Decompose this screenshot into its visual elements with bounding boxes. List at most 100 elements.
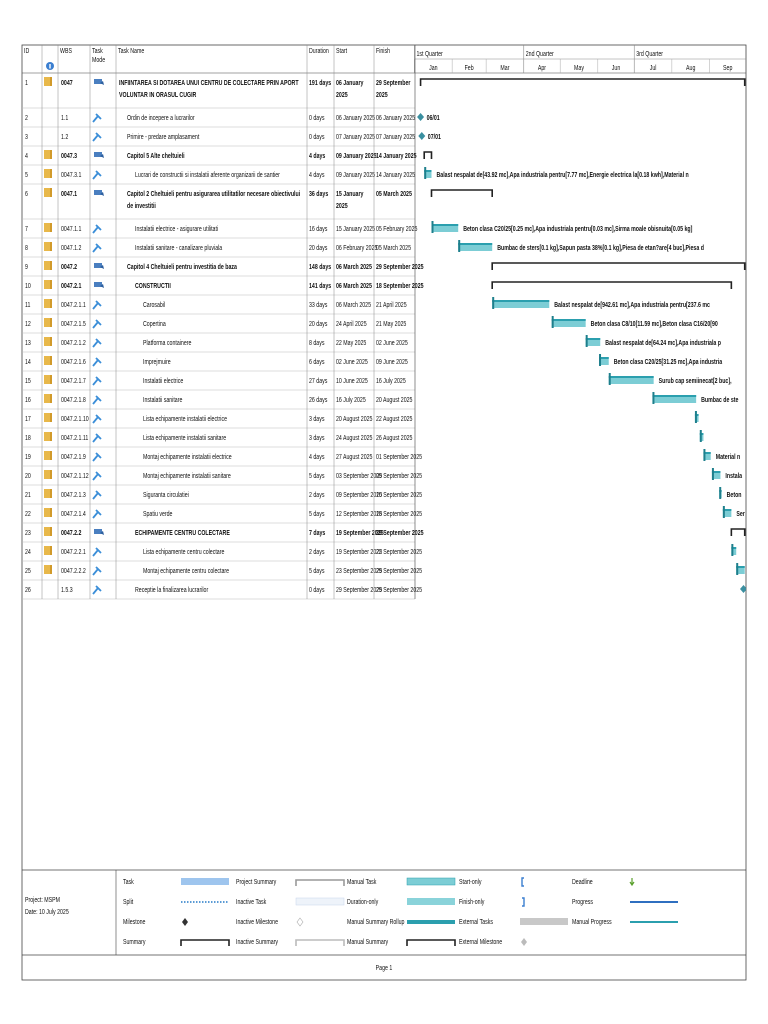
gantt-row: Bumbac de ste bbox=[652, 392, 739, 404]
note-indicator-fold bbox=[50, 280, 52, 289]
summary-bar bbox=[491, 281, 733, 289]
task-finish-clip: 29 September 2025 bbox=[376, 567, 422, 575]
task-finish-clip: 29 September 2025 bbox=[376, 79, 412, 99]
quarter-label: 1st Quarter bbox=[417, 50, 444, 58]
month-label: Feb bbox=[465, 64, 474, 72]
task-id: 4 bbox=[25, 152, 28, 160]
manual-task-start bbox=[599, 354, 602, 366]
task-id-clip: 18 bbox=[25, 434, 31, 442]
task-name: Primire - predare amplasament bbox=[127, 133, 199, 141]
legend-label: Split bbox=[123, 898, 133, 906]
task-id-clip: 6 bbox=[25, 190, 28, 198]
task-finish: 29 September 2025 bbox=[376, 529, 424, 537]
task-duration: 0 days bbox=[309, 133, 324, 141]
legend-swatch bbox=[295, 939, 345, 946]
task-name-clip: INFIINTAREA SI DOTAREA UNUI CENTRU DE CO… bbox=[119, 79, 300, 99]
task-start: 15 January 2025 bbox=[336, 190, 365, 210]
task-wbs-clip: 0047.1.1 bbox=[61, 225, 82, 233]
legend-swatch bbox=[522, 897, 525, 907]
task-wbs-clip: 0047.2 bbox=[61, 263, 77, 271]
milestone bbox=[417, 113, 425, 121]
task-finish-clip: 26 August 2025 bbox=[376, 434, 413, 442]
legend-label: Milestone bbox=[123, 918, 146, 926]
task-start: 07 January 2025 bbox=[336, 133, 375, 141]
manual-task-top bbox=[722, 509, 732, 511]
task-id-clip: 1 bbox=[25, 79, 28, 87]
legend-label: Start-only bbox=[459, 878, 482, 886]
mode-icon-arrow bbox=[100, 192, 104, 196]
task-wbs-clip: 0047.1.2 bbox=[61, 244, 82, 252]
task-finish: 14 January 2025 bbox=[376, 171, 415, 179]
task-finish: 05 February 2025 bbox=[376, 225, 418, 233]
note-indicator bbox=[44, 508, 50, 517]
task-id-clip: 5 bbox=[25, 171, 28, 179]
note-indicator bbox=[44, 432, 50, 441]
bar-label: Balast nespalat de[942.61 mc],Apa indust… bbox=[554, 301, 710, 309]
task-id-clip: 13 bbox=[25, 339, 31, 347]
task-duration: 33 days bbox=[309, 301, 327, 309]
gantt-row: 07/01 bbox=[418, 132, 441, 141]
task-id-clip: 17 bbox=[25, 415, 31, 423]
task-start-clip: 06 March 2025 bbox=[336, 282, 372, 290]
task-duration-clip: 4 days bbox=[309, 453, 324, 461]
task-name-clip: Copertina bbox=[143, 320, 166, 328]
task-finish: 26 August 2025 bbox=[376, 434, 413, 442]
task-name-clip: Primire - predare amplasament bbox=[127, 133, 199, 141]
milestone bbox=[739, 585, 746, 593]
page-number: Page 1 bbox=[376, 964, 393, 972]
task-name: Montaj echipamente instalatii electrice bbox=[143, 453, 232, 461]
task-name: Imprejmuire bbox=[143, 358, 171, 366]
task-duration: 26 days bbox=[309, 396, 327, 404]
note-indicator bbox=[44, 489, 50, 498]
task-id: 6 bbox=[25, 190, 28, 198]
manual-task-top bbox=[703, 452, 711, 454]
mode-icon-pin bbox=[92, 547, 102, 557]
task-duration-clip: 2 days bbox=[309, 491, 324, 499]
bar-label: 07/01 bbox=[428, 133, 441, 141]
legend-label: Summary bbox=[123, 938, 146, 946]
task-wbs: 0047.1 bbox=[61, 190, 77, 198]
task-start-clip: 23 September 2025 bbox=[336, 567, 382, 575]
task-id-clip: 26 bbox=[25, 586, 31, 594]
legend-swatch bbox=[520, 918, 568, 925]
task-name: Carosabil bbox=[143, 301, 165, 309]
task-finish-clip: 29 September 2025 bbox=[376, 263, 424, 271]
legend-label: Deadline bbox=[572, 878, 593, 886]
task-name: Lista echipamente centru colectare bbox=[143, 548, 225, 556]
task-duration-clip: 7 days bbox=[309, 529, 326, 537]
task-name-clip: CONSTRUCTII bbox=[135, 282, 171, 290]
manual-task-top bbox=[711, 471, 721, 473]
legend-swatch bbox=[407, 920, 455, 924]
task-wbs: 0047.2.1.1 bbox=[61, 301, 86, 309]
task-name-clip: Montaj echipamente instalatii electrice bbox=[143, 453, 232, 461]
legend-label: Inactive Milestone bbox=[236, 918, 278, 926]
task-wbs: 0047.2.1.3 bbox=[61, 491, 86, 499]
quarter-label: 3rd Quarter bbox=[636, 50, 664, 58]
legend-swatch bbox=[295, 879, 345, 886]
task-wbs: 0047.3.1 bbox=[61, 171, 82, 179]
milestone bbox=[418, 132, 426, 140]
manual-task-bar bbox=[608, 376, 654, 384]
manual-task-start bbox=[424, 167, 427, 179]
task-duration-clip: 5 days bbox=[309, 567, 324, 575]
task-finish-clip: 14 January 2025 bbox=[376, 171, 415, 179]
manual-task-bar bbox=[585, 338, 601, 346]
task-duration-clip: 26 days bbox=[309, 396, 327, 404]
task-id-clip: 20 bbox=[25, 472, 31, 480]
task-duration-clip: 36 days bbox=[309, 190, 329, 198]
bar-label: Ser bbox=[736, 510, 745, 518]
task-name: Lucrari de constructii si instalatii afe… bbox=[135, 171, 281, 179]
task-duration: 3 days bbox=[309, 415, 324, 423]
task-finish: 21 May 2025 bbox=[376, 320, 407, 328]
manual-task-bar bbox=[599, 357, 609, 365]
task-duration-clip: 20 days bbox=[309, 244, 327, 252]
quarter-label: 2nd Quarter bbox=[526, 50, 555, 58]
bar-label: Instala bbox=[725, 472, 742, 480]
task-start: 09 September 2025 bbox=[336, 491, 382, 499]
task-start: 06 March 2025 bbox=[336, 301, 371, 309]
month-label: Jul bbox=[650, 64, 657, 72]
task-wbs: 0047.2.1.2 bbox=[61, 339, 86, 347]
mode-icon-pin bbox=[92, 395, 102, 405]
task-duration-clip: 3 days bbox=[309, 415, 324, 423]
task-duration-clip: 3 days bbox=[309, 434, 324, 442]
